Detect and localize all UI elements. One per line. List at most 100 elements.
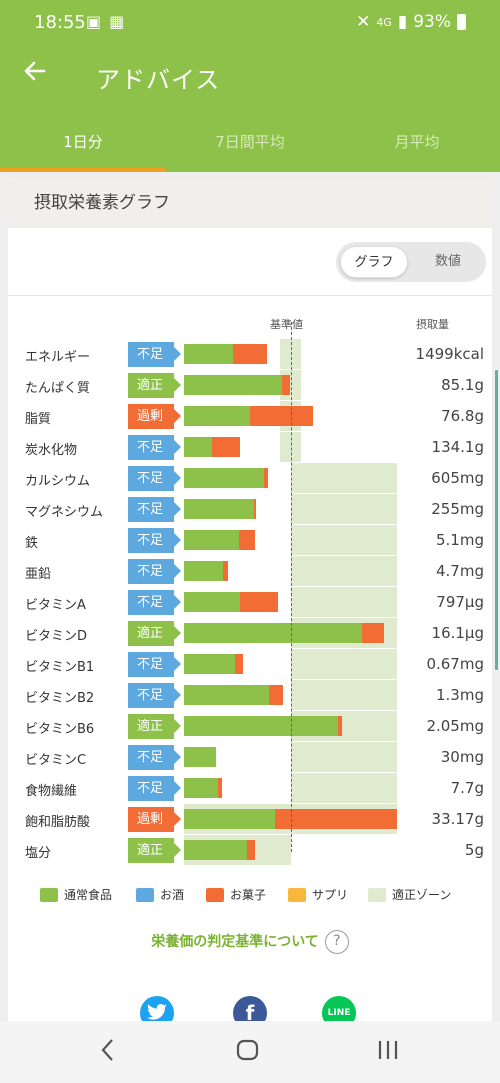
status-badge: 不足 [128,559,181,584]
nutrient-label: 脂質 [25,412,52,427]
nutrient-row: ビタミンC 不足 30mg [8,742,492,772]
intake-amount: 605mg [431,469,484,487]
tab-monthly-average[interactable]: 月平均 [394,133,440,151]
bar-food [184,406,251,426]
back-arrow-icon[interactable] [22,58,48,92]
nutrient-label: マグネシウム [25,505,104,520]
bar-food [184,840,247,860]
intake-amount: 85.1g [441,376,484,394]
optimal-zone [290,556,397,586]
legend-label: 通常食品 [64,888,113,902]
optimal-zone [290,494,397,524]
nutrient-label: 亜鉛 [25,567,52,582]
status-right: ✕ 4G ▮ 93% [356,12,466,32]
nutrient-row: ビタミンB6 適正 2.05mg [8,711,492,741]
intake-amount: 255mg [431,500,484,518]
bar-food [184,747,216,767]
nutrient-chart: 基準値 摂取量 エネルギー 不足 1499kcal たんぱく質 適正 85.1g 脂質 過剰 7… [8,296,492,865]
nutrient-row: 炭水化物 不足 134.1g [8,432,492,462]
battery-level: 93% [413,12,451,32]
criteria-link[interactable]: 栄養価の判定基準について? [8,930,492,954]
nutrient-graph-card: 摂取栄養素グラフ グラフ 数値 基準値 摂取量 エネルギー 不足 1499kcal た… [8,178,492,1038]
optimal-zone [279,339,302,369]
legend-item: 通常食品 [40,886,112,903]
status-badge: 不足 [128,342,181,367]
status-badge: 過剰 [128,807,181,832]
bar-snack [240,592,278,612]
status-badge: 不足 [128,652,181,677]
image-notification-icon: ▣ [86,12,102,31]
nav-back-icon[interactable] [98,1037,118,1070]
legend-item: サプリ [288,886,348,903]
nutrient-row: ビタミンB1 不足 0.67mg [8,649,492,679]
optimal-zone [290,680,397,710]
nav-home-icon[interactable] [236,1037,260,1070]
status-bar: 18:55 ▣ ▦ ✕ 4G ▮ 93% [0,0,500,48]
nutrient-label: 炭水化物 [25,443,78,458]
status-badge: 適正 [128,621,181,646]
intake-amount: 0.67mg [426,655,484,673]
bar-snack [274,809,397,829]
status-time: 18:55 [34,12,86,33]
nutrient-row: 飽和脂肪酸 過剰 33.17g [8,804,492,834]
bar-snack [223,561,228,581]
bar-snack [361,623,385,643]
nutrient-label: ビタミンA [25,598,86,613]
nutrient-row: 塩分 適正 5g [8,835,492,865]
notification-icons: ▣ ▦ [86,12,124,31]
tab-7day-average[interactable]: 7日間平均 [215,133,285,151]
bar-food [184,809,275,829]
intake-amount: 4.7mg [436,562,484,580]
nutrient-row: ビタミンB2 不足 1.3mg [8,680,492,710]
bar-food [184,592,241,612]
intake-amount: 30mg [440,748,484,766]
legend-swatch [288,887,306,902]
bar-food [184,623,362,643]
intake-amount: 7.7g [450,779,484,797]
nutrient-label: たんぱく質 [25,381,91,396]
reference-line [290,322,292,852]
optimal-zone [290,773,397,803]
system-nav-bar [0,1021,500,1083]
nav-recents-icon[interactable] [376,1037,400,1070]
nutrient-label: ビタミンD [25,629,88,644]
page-title: アドバイス [96,66,221,94]
active-tab-indicator [0,168,166,172]
nutrient-label: 鉄 [25,536,39,551]
help-icon[interactable]: ? [324,930,349,954]
optimal-zone [279,432,302,462]
nutrient-row: エネルギー 不足 1499kcal [8,339,492,369]
bar-snack [254,499,257,519]
intake-amount: 2.05mg [426,717,484,735]
bar-food [184,654,236,674]
bar-food [184,716,339,736]
tab-daily[interactable]: 1日分 [63,133,103,151]
nutrient-label: 食物繊維 [25,784,78,799]
optimal-zone [290,742,397,772]
graph-view-button[interactable]: グラフ [340,246,408,278]
legend-label: お菓子 [230,888,267,902]
legend-label: サプリ [312,888,349,902]
nutrient-label: ビタミンB1 [25,660,95,675]
optimal-zone [290,525,397,555]
bar-snack [281,375,291,395]
intake-amount: 5g [464,841,484,859]
intake-amount: 33.17g [431,810,484,828]
bar-snack [250,406,313,426]
reference-column-header: 基準値 [270,318,303,331]
numbers-view-button[interactable]: 数値 [434,254,461,269]
card-title: 摂取栄養素グラフ [8,178,492,228]
legend-item: お酒 [136,886,184,903]
battery-icon [457,14,466,30]
calendar-notification-icon: ▦ [109,12,125,31]
bar-snack [232,344,268,364]
nutrient-row: マグネシウム 不足 255mg [8,494,492,524]
intake-amount: 797μg [436,593,484,611]
nutrient-row: 亜鉛 不足 4.7mg [8,556,492,586]
criteria-link-text[interactable]: 栄養価の判定基準について [151,934,319,950]
legend-item: 適正ゾーン [368,886,451,903]
scrollbar[interactable] [495,370,498,670]
nutrient-row: たんぱく質 適正 85.1g [8,370,492,400]
bar-snack [211,437,241,457]
nutrient-label: 塩分 [25,846,52,861]
